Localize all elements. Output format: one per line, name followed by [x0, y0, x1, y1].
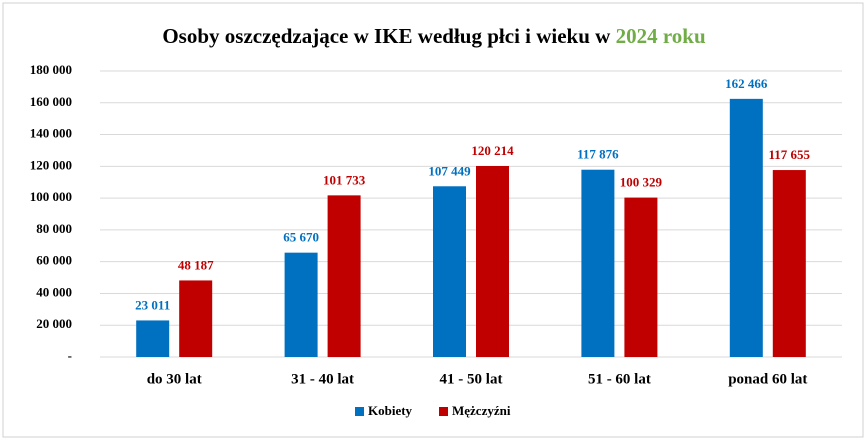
bar: [729, 98, 763, 357]
bar: [476, 165, 509, 357]
y-tick-label: 160 000: [30, 94, 72, 109]
title-highlight: 2024 roku: [616, 24, 706, 48]
title-main: Osoby oszczędzające w IKE według płci i …: [162, 24, 611, 48]
x-tick-label: 41 - 50 lat: [440, 371, 503, 387]
data-label: 48 187: [178, 257, 214, 272]
y-tick-label: -: [68, 348, 72, 363]
legend-swatch: [439, 407, 448, 416]
bar: [772, 170, 806, 357]
legend-swatch: [355, 407, 364, 416]
legend-label: Mężczyźni: [452, 403, 511, 418]
x-tick-label: 51 - 60 lat: [588, 371, 651, 387]
y-tick-label: 180 000: [30, 62, 72, 77]
data-label: 162 466: [725, 76, 768, 91]
data-label: 107 449: [428, 163, 471, 178]
bar: [581, 169, 615, 357]
data-label: 120 214: [471, 143, 514, 158]
chart-title: Osoby oszczędzające w IKE według płci i …: [162, 24, 706, 48]
y-tick-label: 120 000: [30, 157, 72, 172]
y-tick-label: 40 000: [36, 284, 72, 299]
data-label: 100 329: [620, 175, 663, 190]
data-label: 65 670: [283, 230, 319, 245]
bar: [136, 320, 170, 357]
bar: [433, 186, 466, 357]
bar: [327, 195, 361, 357]
x-tick-label: ponad 60 lat: [728, 371, 807, 387]
data-label: 23 011: [135, 297, 170, 312]
bar: [624, 197, 658, 357]
x-tick-label: do 30 lat: [147, 371, 202, 387]
data-label: 117 655: [769, 147, 811, 162]
y-tick-label: 20 000: [36, 316, 72, 331]
y-tick-label: 60 000: [36, 253, 72, 268]
data-label: 117 876: [577, 147, 619, 162]
bar: [284, 252, 318, 357]
y-tick-label: 80 000: [36, 221, 72, 236]
x-tick-label: 31 - 40 lat: [291, 371, 354, 387]
bar: [179, 280, 213, 357]
legend-label: Kobiety: [368, 403, 413, 418]
y-tick-label: 100 000: [30, 189, 72, 204]
data-label: 101 733: [323, 172, 366, 187]
y-tick-label: 140 000: [30, 126, 72, 141]
